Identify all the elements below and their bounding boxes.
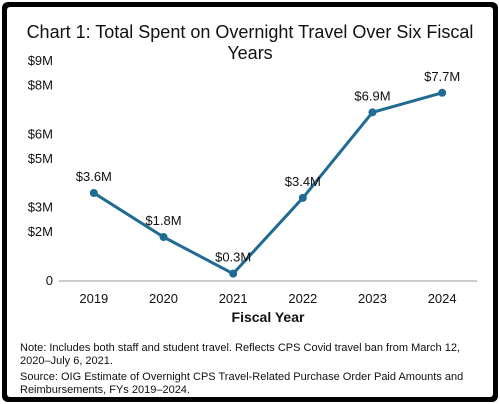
y-tick-label: $9M <box>28 53 53 68</box>
y-tick-label: $2M <box>28 224 53 239</box>
data-labels: $3.6M $1.8M $0.3M $3.4M $6.9M $7.7M <box>76 69 460 265</box>
data-points <box>89 88 447 278</box>
chart-title: Chart 1: Total Spent on Overnight Travel… <box>26 22 474 63</box>
series-line <box>93 91 443 276</box>
x-tick-label: 2019 <box>79 291 108 306</box>
data-point <box>368 108 377 117</box>
data-label: $1.8M <box>145 213 181 228</box>
data-point <box>438 88 447 97</box>
x-tick-label: 2022 <box>288 291 317 306</box>
chart-notes: Note: Includes both staff and student tr… <box>20 342 490 400</box>
data-label: $0.3M <box>215 250 251 265</box>
data-point <box>229 269 238 278</box>
source-text: Source: OIG Estimate of Overnight CPS Tr… <box>20 371 464 396</box>
y-tick-label: 0 <box>46 273 53 288</box>
y-tick-label: $6M <box>28 126 53 141</box>
data-point <box>89 189 98 197</box>
data-label: $7.7M <box>424 69 460 84</box>
x-tick-label: 2021 <box>219 291 248 306</box>
x-tick-label: 2023 <box>358 291 387 306</box>
note-text: Note: Includes both staff and student tr… <box>20 342 461 367</box>
chart-card: Chart 1: Total Spent on Overnight Travel… <box>7 7 493 397</box>
y-tick-label: $3M <box>28 200 53 215</box>
y-axis-ticks: 0 $2M $3M $5M $6M $8M $9M <box>28 53 53 288</box>
x-axis-title: Fiscal Year <box>232 309 305 325</box>
x-tick-label: 2024 <box>428 291 457 306</box>
line-chart: 0 $2M $3M $5M $6M $8M $9M 2019 2020 2021 2022 2023… <box>28 53 477 325</box>
data-label: $3.6M <box>76 169 112 184</box>
y-tick-label: $5M <box>28 151 53 166</box>
x-tick-label: 2020 <box>149 291 178 306</box>
data-label: $6.9M <box>354 88 390 103</box>
data-point <box>159 233 168 241</box>
y-tick-label: $8M <box>28 77 53 92</box>
x-axis-ticks: 2019 2020 2021 2022 2023 2024 <box>79 291 456 306</box>
data-point <box>298 193 307 202</box>
data-label: $3.4M <box>285 174 321 189</box>
